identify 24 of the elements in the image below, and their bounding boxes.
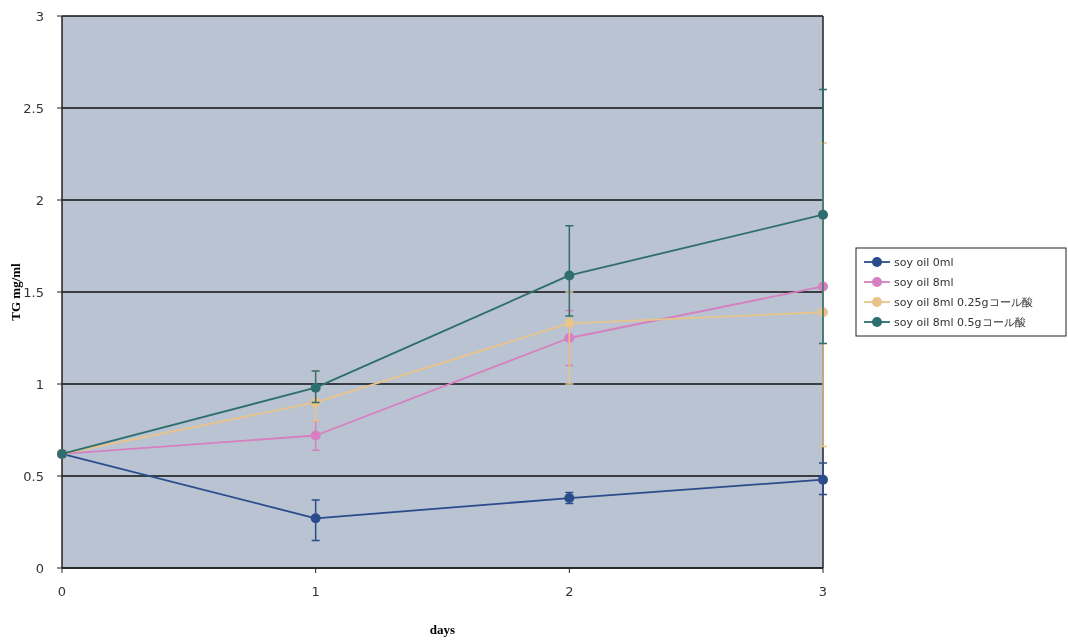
y-tick-label: 1	[35, 377, 44, 392]
y-tick-label: 2.5	[23, 101, 44, 116]
x-tick-label: 2	[565, 584, 574, 599]
legend-label: soy oil 0ml	[894, 256, 954, 269]
y-tick-label: 0	[35, 561, 44, 576]
y-tick-label: 2	[35, 193, 44, 208]
y-tick-label: 1.5	[23, 285, 44, 300]
point	[310, 513, 321, 524]
point	[564, 270, 575, 281]
legend-label: soy oil 8ml 0.5gコール酸	[894, 316, 1026, 329]
y-axis-title: TG mg/ml	[8, 262, 23, 321]
point	[818, 474, 828, 485]
x-tick-label: 3	[818, 584, 828, 599]
y-tick-label: 0.5	[23, 469, 44, 484]
y-tick-label: 3	[35, 9, 44, 24]
point	[310, 430, 321, 441]
x-tick-label: 0	[57, 584, 67, 599]
legend-label: soy oil 8ml	[894, 276, 954, 289]
x-axis-title: days	[429, 622, 456, 637]
point	[310, 382, 321, 393]
point	[818, 209, 828, 220]
x-tick-label: 1	[311, 584, 320, 599]
point	[564, 318, 575, 329]
legend-label: soy oil 8ml 0.25gコール酸	[894, 296, 1033, 309]
